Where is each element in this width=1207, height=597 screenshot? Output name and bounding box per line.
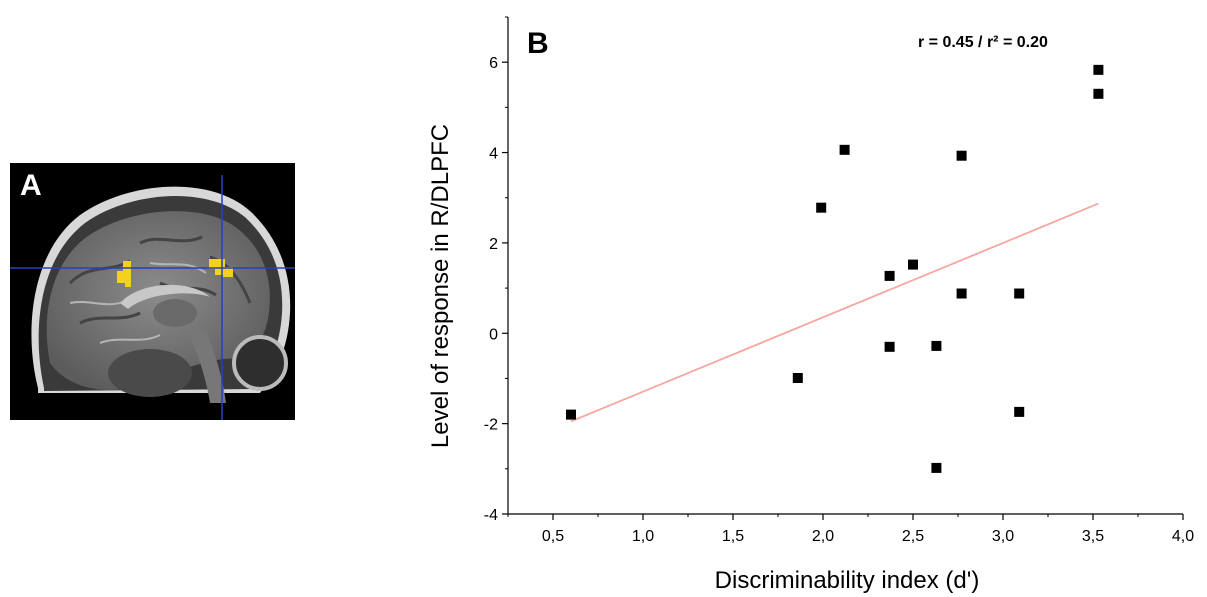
x-tick-label: 3,5 [1082,528,1104,545]
data-point [1014,288,1025,299]
x-tick-label: 1,5 [722,528,744,545]
x-tick-label: 0,5 [542,528,564,545]
y-tick-label: 2 [489,236,498,253]
y-tick-label: 0 [489,326,498,343]
x-axis-title: Discriminability index (d') [715,567,980,594]
data-point [884,270,895,281]
x-tick-label: 3,0 [992,528,1014,545]
y-tick-label: 4 [489,146,498,163]
data-point [1093,88,1104,99]
y-axis-ticks: -4 -2 0 2 4 6 [484,16,508,524]
sagittal-mri-image: 4 3 2 1 0 [10,175,295,420]
x-tick-label: 4,0 [1172,528,1194,545]
regression-line-layer [570,202,1099,423]
y-axis-title: Level of response in R/DLPFC [427,124,454,448]
data-point [566,409,576,420]
panel-b-label: B [527,27,549,60]
x-tick-label: 2,0 [812,528,834,545]
data-point [1014,406,1025,417]
data-point [956,150,967,161]
x-tick-label: 2,5 [902,528,924,545]
y-tick-label: -4 [484,507,498,524]
data-point [792,373,803,384]
data-point [908,259,918,270]
y-tick-label: 6 [489,55,498,72]
data-point [884,341,895,352]
data-point [931,340,942,351]
panel-a-label: A [20,169,42,202]
x-axis-ticks: 0,5 1,0 1,5 2,0 2,5 3,0 3,5 4,0 [507,514,1194,545]
data-point [1093,64,1104,75]
brain-mri-panel: 4 3 2 1 0 A [10,163,295,420]
correlation-annotation: r = 0.45 / r² = 0.20 [918,34,1048,51]
x-tick-label: 1,0 [632,528,654,545]
data-point [956,288,967,299]
regression-line [570,202,1099,423]
data-point [816,202,827,213]
data-points-layer [566,64,1104,473]
y-tick-label: -2 [484,417,498,434]
plot-frame [507,17,1183,515]
data-point [839,144,850,155]
data-point [931,462,942,473]
